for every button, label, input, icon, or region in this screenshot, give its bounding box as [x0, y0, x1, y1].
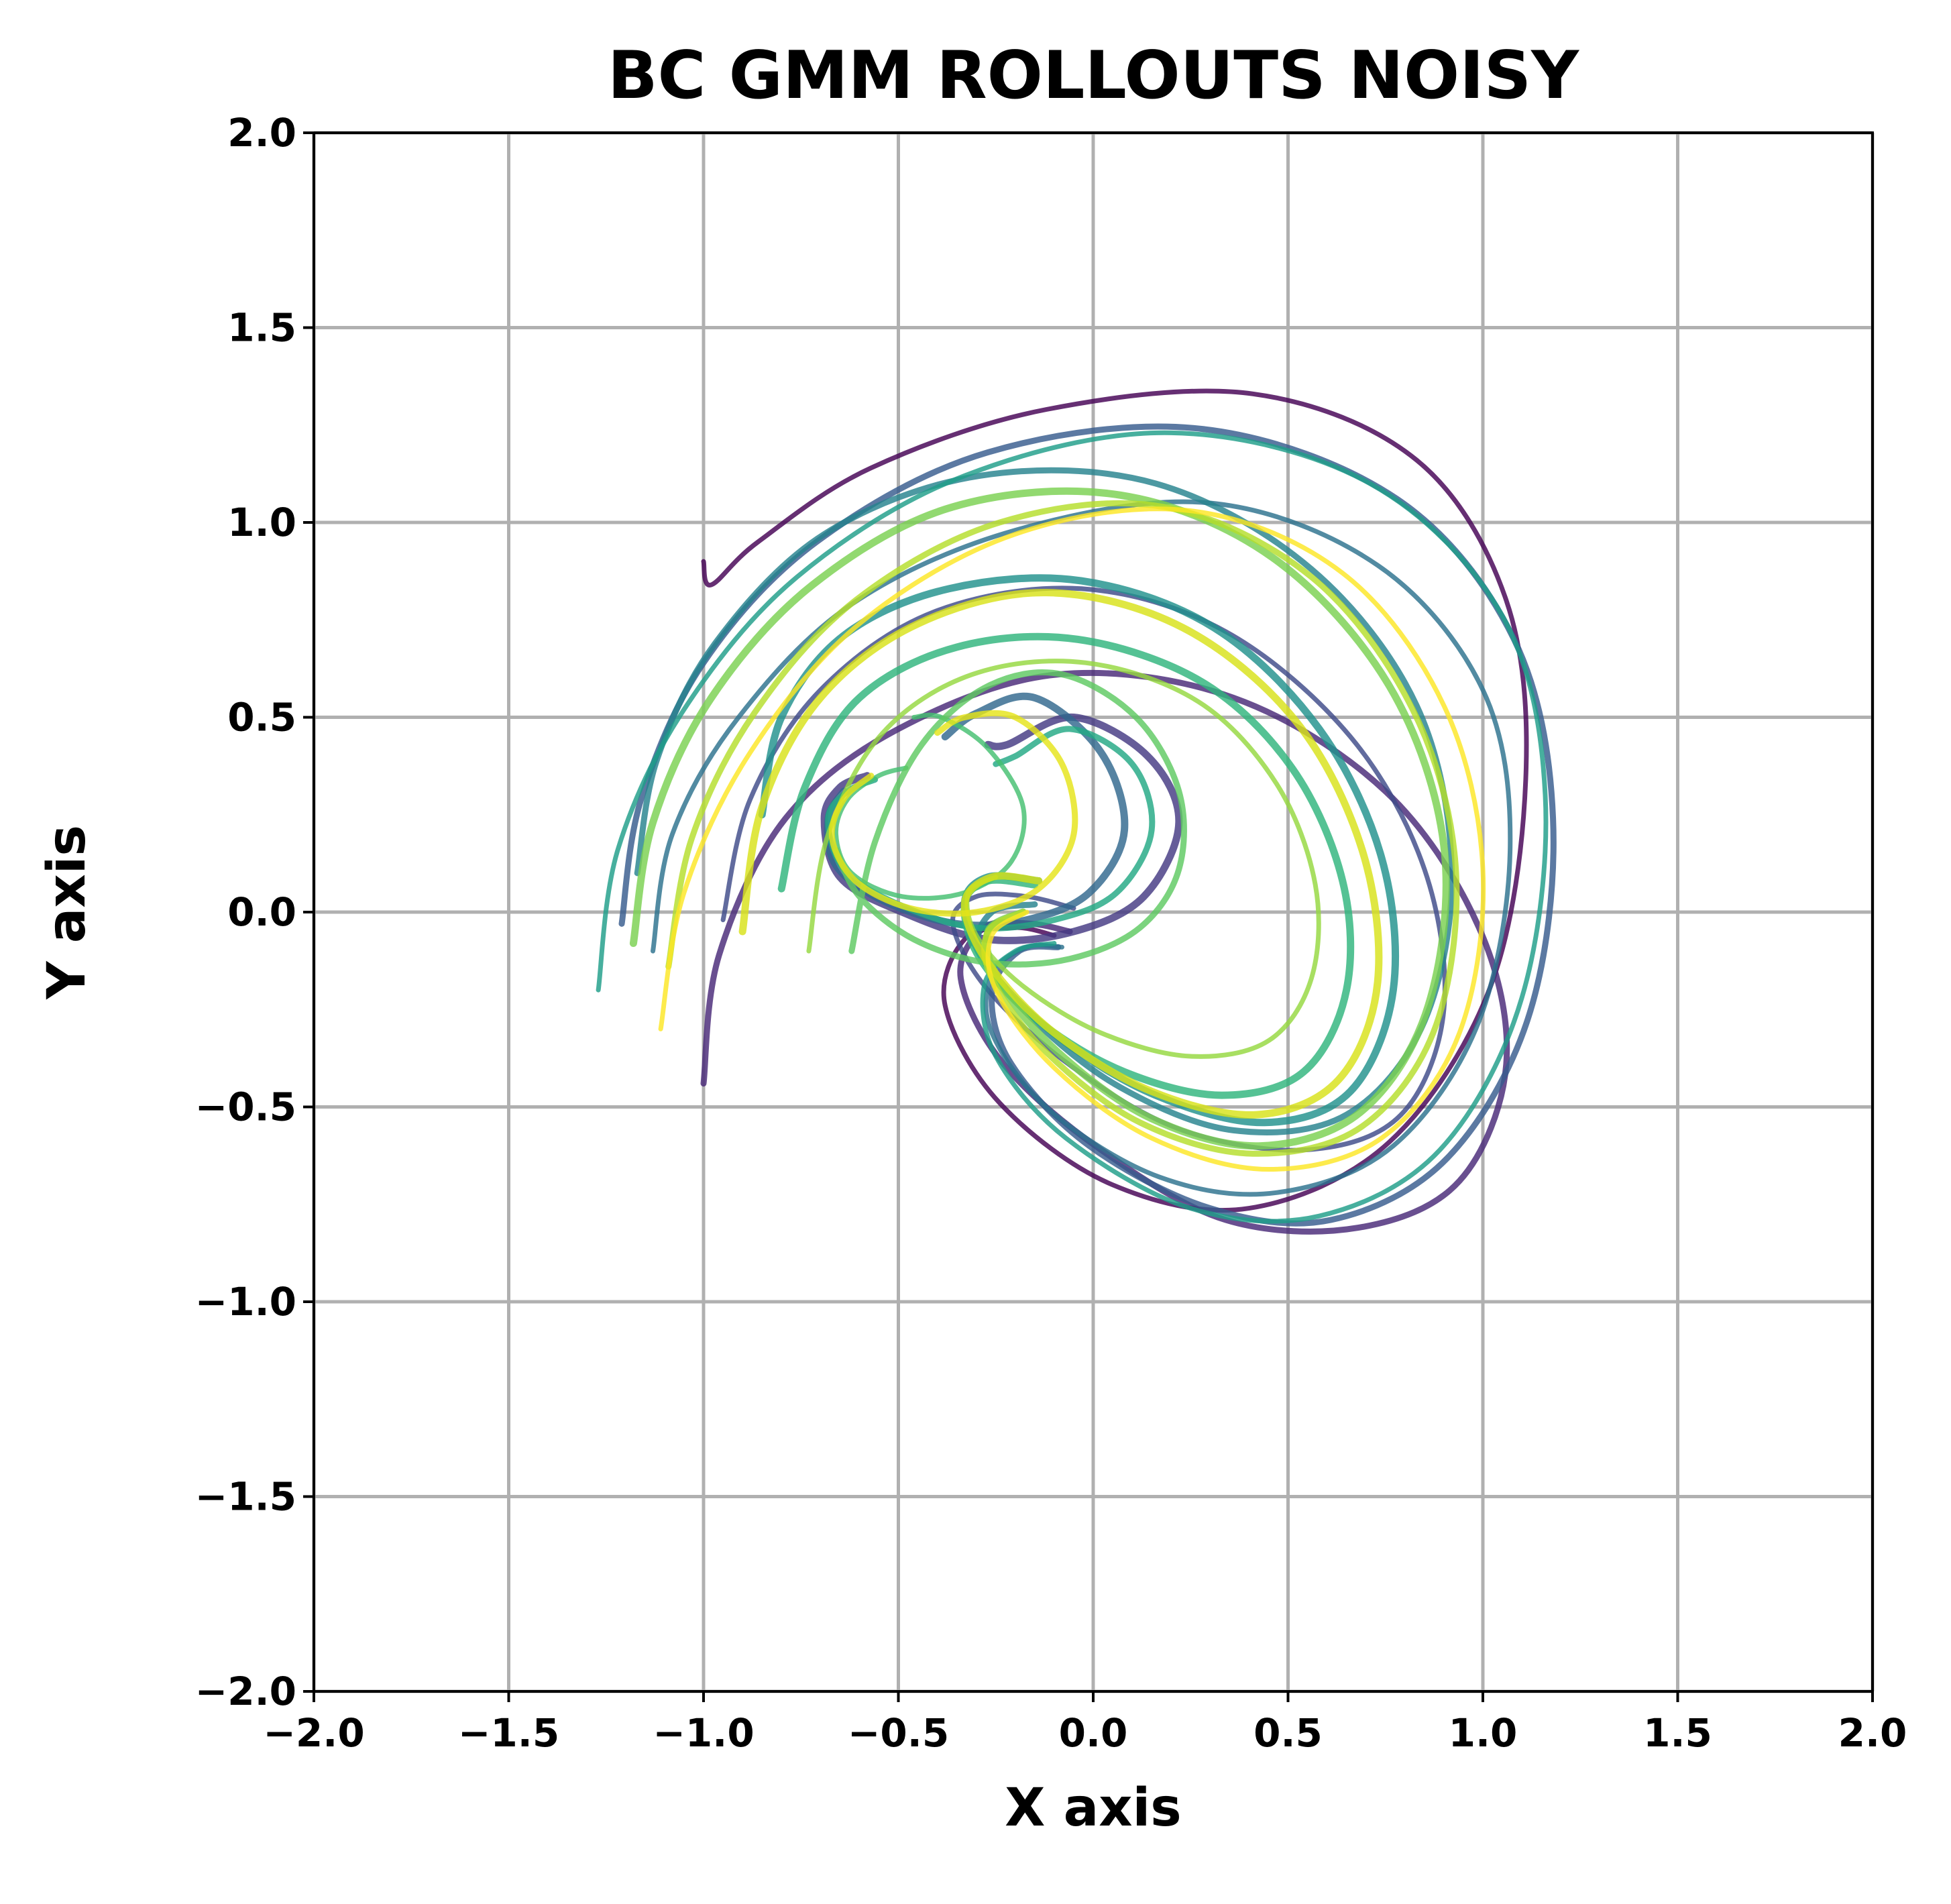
trajectory-line-15 — [806, 659, 1321, 1059]
x-tick-label-7: 1.5 — [1643, 1710, 1712, 1756]
x-axis-title: X axis — [1005, 1778, 1181, 1838]
trajectories — [596, 388, 1557, 1235]
y-tick-label-4: 0.0 — [227, 889, 296, 935]
y-tick-label-2: −1.0 — [195, 1279, 296, 1325]
x-tick-label-8: 2.0 — [1838, 1710, 1907, 1756]
x-tick-label-0: −2.0 — [263, 1710, 364, 1756]
trajectory-line-18 — [658, 506, 1486, 1172]
trajectory-line-19 — [828, 710, 1078, 917]
trajectory-line-7 — [634, 467, 1455, 1135]
trajectory-line-9 — [596, 430, 1549, 1224]
y-tick-label-1: −1.5 — [195, 1474, 296, 1520]
trajectory-line-17 — [738, 589, 1383, 1119]
y-tick-label-8: 2.0 — [227, 110, 296, 156]
x-tick-label-2: −1.0 — [653, 1710, 754, 1756]
chart-title: BC GMM ROLLOUTS NOISY — [608, 38, 1579, 114]
trajectory-line-13 — [833, 669, 1187, 968]
y-tick-label-5: 0.5 — [227, 695, 296, 740]
y-tick-label-7: 1.5 — [227, 305, 296, 351]
trajectory-line-14 — [629, 487, 1450, 1150]
y-tick-label-6: 1.0 — [227, 500, 296, 545]
ticks: −2.0 −1.5 −1.0 −0.5 0.0 0.5 1.0 1.5 2.0 −2.0 −1.5 −… — [195, 110, 1907, 1756]
x-tick-label-3: −0.5 — [848, 1710, 949, 1756]
x-tick-label-6: 1.0 — [1449, 1710, 1518, 1756]
y-tick-label-3: −0.5 — [195, 1084, 296, 1130]
x-tick-label-1: −1.5 — [458, 1710, 559, 1756]
x-tick-label-4: 0.0 — [1059, 1710, 1128, 1756]
trajectory-line-5 — [824, 692, 1129, 930]
y-tick-label-0: −2.0 — [195, 1669, 296, 1714]
x-tick-label-5: 0.5 — [1253, 1710, 1323, 1756]
trajectory-line-0 — [701, 388, 1529, 1213]
trajectory-line-16 — [665, 500, 1460, 1157]
trajectory-line-12 — [833, 712, 1027, 901]
y-axis-title: Y axis — [37, 825, 97, 1000]
